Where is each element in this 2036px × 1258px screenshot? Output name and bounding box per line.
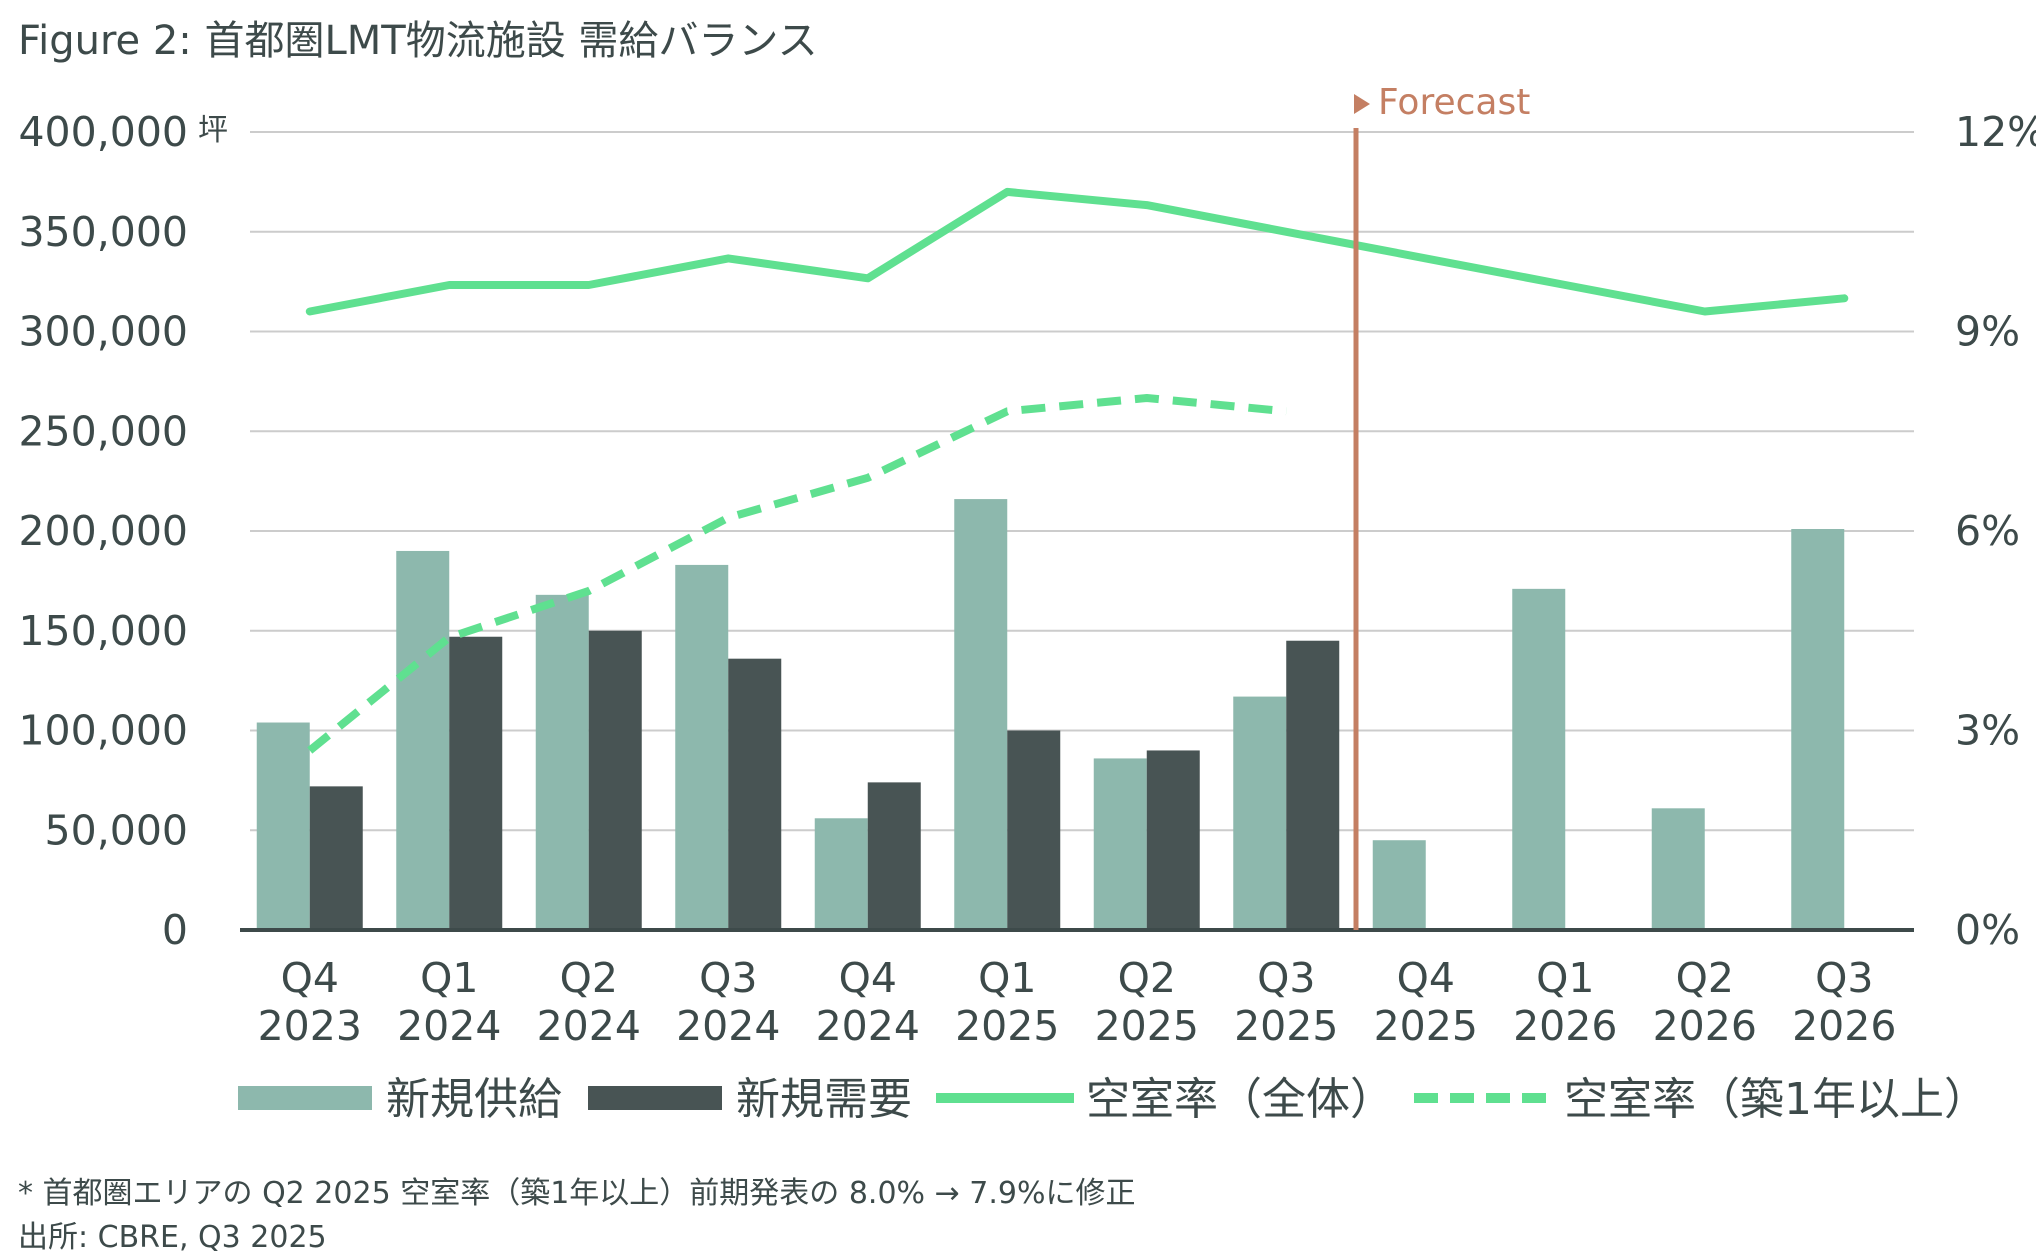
line-vacancy-1yr [307, 394, 1287, 754]
left-tick-label: 250,000 [18, 407, 188, 455]
bar-supply [1651, 808, 1705, 930]
x-tick-label: 2024 [537, 1002, 641, 1050]
x-tick-label: 2025 [955, 1002, 1059, 1050]
x-tick-label: Q2 [560, 954, 618, 1002]
bar-supply [396, 550, 450, 930]
bars [256, 499, 1845, 930]
x-tick-label: Q3 [699, 954, 757, 1002]
footnote: * 首都圏エリアの Q2 2025 空室率（築1年以上）前期発表の 8.0% →… [18, 1176, 1136, 1211]
right-tick-label: 6% [1955, 507, 2020, 555]
bar-demand [1286, 640, 1340, 930]
left-tick-label: 400,000 [18, 108, 188, 156]
gridlines [250, 131, 1914, 832]
x-tick-label: Q1 [978, 954, 1036, 1002]
bar-demand [588, 630, 642, 930]
left-axis-ticks: 0 50,000 100,000 150,000 200,000 250,000 300,0… [18, 108, 228, 954]
bar-supply [1093, 758, 1147, 930]
x-tick-label: 2025 [1374, 1002, 1478, 1050]
x-tick-label: 2025 [1095, 1002, 1199, 1050]
x-axis-ticks: Q42023Q12024Q22024Q32024Q42024Q12025Q220… [258, 954, 1897, 1050]
bar-demand [728, 658, 782, 930]
x-tick-label: 2026 [1513, 1002, 1617, 1050]
left-tick-label: 200,000 [18, 507, 188, 555]
forecast-arrow-icon [1354, 94, 1370, 114]
left-tick-label: 350,000 [18, 208, 188, 256]
bar-demand [1007, 730, 1061, 930]
legend-swatch-demand [588, 1086, 722, 1110]
x-tick-label: Q2 [1676, 954, 1734, 1002]
x-tick-label: 2026 [1792, 1002, 1896, 1050]
legend-label-demand: 新規需要 [736, 1074, 912, 1125]
x-tick-label: Q3 [1257, 954, 1315, 1002]
bar-demand [1146, 750, 1200, 930]
vacancy-lines [305, 187, 1849, 754]
bar-supply [1372, 840, 1426, 930]
left-tick-label: 50,000 [45, 806, 188, 854]
right-axis-ticks: 0% 3% 6% 9% 12% [1955, 108, 2036, 954]
x-tick-label: Q1 [1536, 954, 1594, 1002]
legend: 新規供給 新規需要 空室率（全体） 空室率（築1年以上） [238, 1074, 1988, 1125]
left-axis-unit: 坪 [198, 113, 228, 148]
x-tick-label: Q2 [1118, 954, 1176, 1002]
x-tick-label: Q3 [1815, 954, 1873, 1002]
x-tick-label: 2024 [816, 1002, 920, 1050]
left-tick-label: 100,000 [18, 707, 188, 755]
right-tick-label: 9% [1955, 308, 2020, 356]
x-tick-label: Q4 [281, 954, 339, 1002]
left-tick-label: 150,000 [18, 607, 188, 655]
forecast-label: Forecast [1378, 82, 1530, 123]
line-vacancy-total [305, 187, 1849, 316]
forecast-marker: Forecast [1353, 82, 1530, 930]
bar-supply [1791, 529, 1845, 930]
left-tick-label: 300,000 [18, 308, 188, 356]
right-tick-label: 0% [1955, 906, 2020, 954]
bar-supply [954, 499, 1008, 930]
x-tick-label: Q1 [420, 954, 478, 1002]
bar-demand [309, 786, 363, 930]
bar-supply [675, 564, 729, 930]
chart-title: Figure 2: 首都圏LMT物流施設 需給バランス [18, 18, 818, 64]
bar-supply [1512, 588, 1566, 930]
bar-supply [256, 722, 310, 930]
x-tick-label: 2023 [258, 1002, 362, 1050]
x-tick-label: 2026 [1653, 1002, 1757, 1050]
x-tick-label: 2024 [676, 1002, 780, 1050]
bar-supply [814, 818, 868, 930]
left-tick-label: 0 [162, 906, 188, 954]
x-tick-label: Q4 [1397, 954, 1455, 1002]
bar-supply [1233, 696, 1287, 930]
right-tick-label: 3% [1955, 707, 2020, 755]
legend-swatch-supply [238, 1086, 372, 1110]
bar-demand [867, 782, 921, 930]
legend-label-vacancy-total: 空室率（全体） [1086, 1074, 1394, 1125]
bar-supply [535, 594, 589, 930]
right-tick-label: 12% [1955, 108, 2036, 156]
x-tick-label: 2024 [397, 1002, 501, 1050]
legend-label-vacancy-1yr: 空室率（築1年以上） [1564, 1074, 1988, 1125]
x-tick-label: 2025 [1234, 1002, 1338, 1050]
source-note: 出所: CBRE, Q3 2025 [18, 1220, 327, 1255]
x-tick-label: Q4 [839, 954, 897, 1002]
bar-demand [449, 636, 503, 930]
legend-label-supply: 新規供給 [386, 1074, 562, 1125]
